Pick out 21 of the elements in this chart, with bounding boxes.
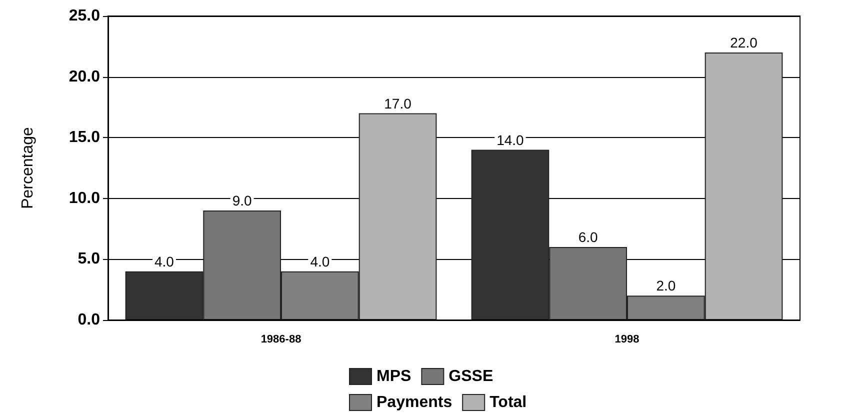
data-label: 14.0 xyxy=(496,132,524,148)
legend-label: MPS xyxy=(376,368,412,385)
y-tick-label: 25.0 xyxy=(68,8,100,24)
data-label: 6.0 xyxy=(578,229,598,246)
legend-label: Total xyxy=(490,394,527,411)
data-label: 17.0 xyxy=(384,95,412,112)
y-axis-title: Percentage xyxy=(20,126,36,209)
legend-label: Payments xyxy=(376,394,452,411)
data-label: 2.0 xyxy=(656,278,676,294)
data-label: 4.0 xyxy=(154,253,174,270)
x-tick-label: 1998 xyxy=(614,334,640,346)
data-label: 22.0 xyxy=(730,34,758,50)
y-tick-label: 10.0 xyxy=(68,190,100,207)
y-tick-label: 15.0 xyxy=(68,129,100,146)
y-tick-label: 5.0 xyxy=(78,250,100,268)
y-tick-label: 20.0 xyxy=(68,68,100,86)
data-label: 4.0 xyxy=(310,253,330,270)
legend-label: GSSE xyxy=(448,368,494,385)
y-tick-label: 0.0 xyxy=(78,312,100,328)
data-label: 9.0 xyxy=(232,192,252,209)
x-tick-label: 1986-88 xyxy=(260,334,302,346)
